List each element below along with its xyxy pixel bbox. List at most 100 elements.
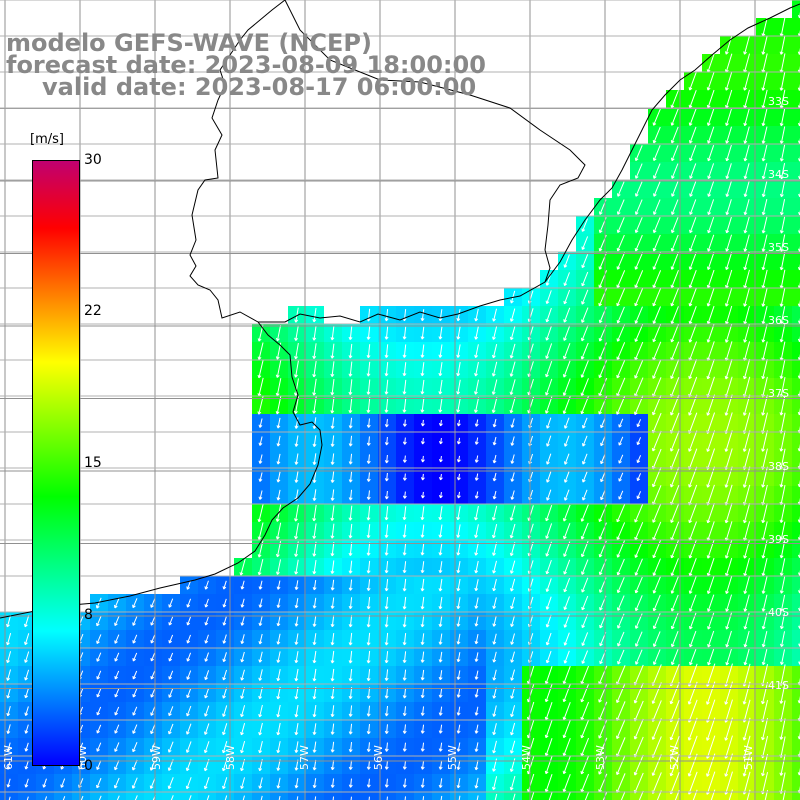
wind-arrow: [584, 791, 590, 800]
wind-arrow: [404, 796, 407, 800]
wind-arrow: [544, 774, 553, 793]
wind-arrow: [276, 471, 281, 483]
wind-arrow: [258, 633, 263, 645]
wind-arrow: [330, 489, 335, 501]
wind-arrow: [420, 437, 425, 445]
wind-arrow: [221, 740, 228, 754]
wind-arrow: [276, 633, 281, 645]
wind-arrow: [438, 309, 443, 322]
wind-arrow: [616, 719, 626, 740]
wind-arrow: [544, 702, 553, 721]
wind-arrow: [634, 234, 643, 252]
wind-arrow: [779, 126, 786, 144]
wind-cell: [792, 342, 800, 360]
wind-arrow: [222, 652, 227, 663]
wind-arrow: [494, 793, 498, 800]
wind-arrow: [616, 359, 626, 379]
wind-arrow: [294, 651, 299, 664]
wind-arrow: [420, 524, 425, 538]
wind-arrow: [384, 524, 389, 538]
wind-arrow: [312, 396, 317, 414]
wind-arrow: [634, 270, 644, 289]
wind-arrow: [402, 669, 407, 681]
wind-arrow: [474, 455, 479, 463]
wind-arrow: [384, 596, 389, 610]
wind-arrow: [258, 472, 263, 482]
wind-arrow: [312, 560, 317, 575]
wind-arrow: [509, 326, 516, 341]
wind-arrow: [761, 503, 768, 524]
wind-arrow: [348, 560, 353, 574]
wind-arrow: [240, 740, 246, 754]
wind-arrow: [544, 684, 553, 703]
wind-arrow: [474, 344, 479, 359]
wind-arrow: [724, 430, 733, 452]
wind-arrow: [402, 506, 407, 521]
wind-arrow: [492, 308, 497, 322]
wind-arrow: [474, 505, 479, 521]
wind-cell: [792, 684, 800, 702]
wind-arrow: [562, 396, 571, 414]
wind-arrow: [438, 326, 443, 340]
wind-cell: [792, 522, 800, 540]
wind-arrow: [707, 181, 715, 197]
lat-label: 36S: [768, 314, 789, 327]
lat-label: 40S: [768, 606, 789, 619]
wind-arrow: [545, 578, 552, 592]
wind-arrow: [348, 597, 353, 610]
wind-arrow: [168, 616, 174, 626]
wind-arrow: [366, 397, 371, 413]
wind-arrow: [634, 576, 643, 594]
wind-arrow: [204, 634, 209, 644]
wind-arrow: [652, 199, 661, 215]
lat-label: 37S: [768, 387, 789, 400]
wind-arrow: [186, 598, 192, 608]
wind-arrow: [24, 778, 29, 788]
wind-cell: [738, 792, 756, 800]
wind-arrow: [510, 418, 515, 428]
wind-arrow: [474, 615, 479, 627]
wind-arrow: [616, 683, 626, 704]
wind-arrow: [651, 718, 662, 740]
wind-arrow: [779, 359, 786, 380]
wind-arrow: [779, 216, 786, 234]
wind-cell: [792, 468, 800, 486]
wind-arrow: [330, 471, 335, 483]
wind-cell: [540, 792, 558, 800]
wind-arrow: [438, 491, 443, 499]
wind-arrow: [563, 471, 570, 483]
lon-label: 56W: [372, 745, 385, 770]
wind-cell: [90, 792, 108, 800]
wind-arrow: [743, 144, 750, 162]
wind-arrow: [670, 649, 679, 666]
wind-arrow: [742, 466, 751, 488]
wind-cell: [792, 216, 800, 234]
wind-arrow: [474, 542, 479, 556]
lat-label: 41S: [768, 679, 789, 692]
wind-arrow: [170, 795, 174, 800]
wind-arrow: [96, 634, 102, 645]
wind-arrow: [492, 542, 498, 556]
wind-arrow: [80, 795, 84, 800]
wind-arrow: [456, 706, 461, 716]
wind-arrow: [581, 307, 589, 323]
wind-arrow: [779, 108, 786, 127]
wind-arrow: [670, 108, 679, 126]
wind-arrow: [600, 490, 606, 501]
wind-arrow: [634, 324, 644, 342]
wind-arrow: [402, 473, 407, 481]
wind-arrow: [634, 306, 643, 324]
wind-arrow: [743, 199, 750, 216]
wind-arrow: [687, 753, 698, 777]
wind-cell: [792, 720, 800, 738]
wind-arrow: [761, 681, 769, 705]
wind-cell: [792, 126, 800, 144]
wind-arrow: [706, 287, 715, 307]
wind-cell: [792, 540, 800, 558]
wind-arrow: [438, 615, 443, 628]
wind-arrow: [330, 723, 335, 735]
wind-arrow: [562, 756, 571, 775]
wind-arrow: [348, 471, 353, 483]
wind-arrow: [743, 502, 751, 524]
wind-arrow: [384, 705, 389, 717]
